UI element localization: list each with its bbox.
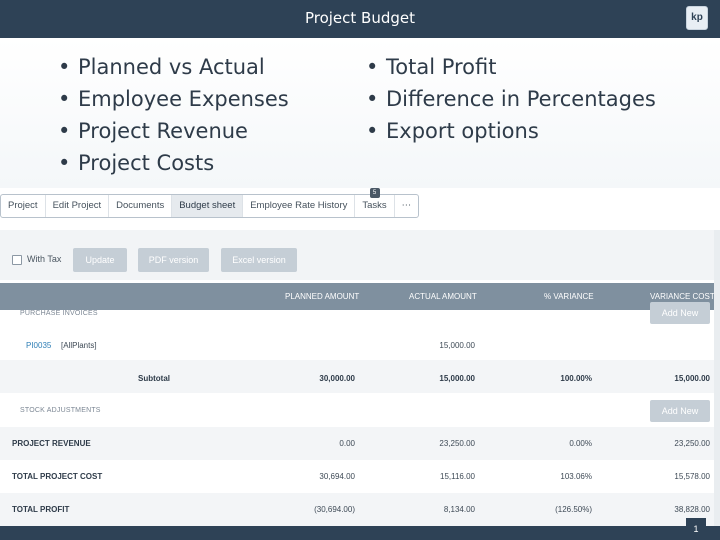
- planned-amount: 0.00: [339, 439, 355, 448]
- row-label: TOTAL PROJECT COST: [12, 472, 103, 481]
- variance-cost: 38,828.00: [674, 505, 710, 514]
- variance-percent: (126.50%): [555, 505, 592, 514]
- variance-percent: 100.00%: [560, 374, 592, 383]
- tab-documents[interactable]: Documents: [109, 195, 173, 217]
- total-project-cost-row: TOTAL PROJECT COST 30,694.00 15,116.00 1…: [0, 460, 720, 493]
- supplier-name: [AllPlants]: [61, 341, 97, 350]
- col-planned-amount: PLANNED AMOUNT: [285, 292, 360, 301]
- variance-cost: 15,000.00: [674, 374, 710, 383]
- invoice-link[interactable]: PI0035: [26, 341, 52, 350]
- table-row: PI0035 [AllPlants] 15,000.00: [0, 330, 720, 360]
- col-variance-cost: VARIANCE COST: [650, 292, 715, 301]
- tab-tasks[interactable]: 5 Tasks: [355, 188, 395, 217]
- row-label: PROJECT REVENUE: [12, 439, 91, 448]
- tab-employee-rate-history[interactable]: Employee Rate History: [243, 195, 356, 217]
- update-button[interactable]: Update: [73, 248, 127, 272]
- project-tabs: Project Edit Project Documents Budget sh…: [0, 188, 420, 218]
- section-stock-adjustments: STOCK ADJUSTMENTS Add New: [0, 393, 720, 427]
- pdf-version-button[interactable]: PDF version: [138, 248, 209, 272]
- col-actual-amount: ACTUAL AMOUNT: [409, 292, 477, 301]
- planned-amount: 30,000.00: [319, 374, 355, 383]
- bottom-bar: [0, 526, 720, 540]
- company-logo: kp: [686, 6, 708, 30]
- subtotal-row: Subtotal 30,000.00 15,000.00 100.00% 15,…: [0, 360, 720, 393]
- planned-amount: 30,694.00: [319, 472, 355, 481]
- subtotal-label: Subtotal: [138, 374, 170, 383]
- bullet-item: Export options: [366, 116, 656, 148]
- variance-percent: 0.00%: [569, 439, 592, 448]
- add-stock-adjustment-button[interactable]: Add New: [650, 400, 710, 422]
- tab-project[interactable]: Project: [1, 195, 46, 217]
- planned-amount: (30,694.00): [314, 505, 355, 514]
- with-tax-label: With Tax: [27, 254, 62, 264]
- row-label: TOTAL PROFIT: [12, 505, 70, 514]
- section-purchase-invoices: PURCHASE INVOICES Add New: [0, 302, 720, 330]
- variance-cost: 23,250.00: [674, 439, 710, 448]
- project-revenue-row: PROJECT REVENUE 0.00 23,250.00 0.00% 23,…: [0, 427, 720, 460]
- budget-controls: With Tax Update PDF version Excel versio…: [0, 230, 720, 280]
- tab-edit-project[interactable]: Edit Project: [46, 195, 110, 217]
- variance-cost: 15,578.00: [674, 472, 710, 481]
- bullet-item: Total Profit: [366, 52, 656, 84]
- actual-amount: 8,134.00: [443, 505, 475, 514]
- variance-percent: 103.06%: [560, 472, 592, 481]
- bullet-section: Planned vs Actual Employee Expenses Proj…: [0, 38, 720, 188]
- tab-budget-sheet[interactable]: Budget sheet: [172, 195, 244, 217]
- bullet-list-left: Planned vs Actual Employee Expenses Proj…: [58, 52, 289, 180]
- table-header: PLANNED AMOUNT ACTUAL AMOUNT % VARIANCE …: [0, 283, 720, 310]
- total-profit-row: TOTAL PROFIT (30,694.00) 8,134.00 (126.5…: [0, 493, 720, 526]
- more-tabs-icon[interactable]: ⋯: [401, 200, 412, 211]
- slide-title: Project Budget: [304, 9, 416, 27]
- bullet-item: Planned vs Actual: [58, 52, 289, 84]
- col-variance-percent: % VARIANCE: [544, 292, 594, 301]
- excel-version-button[interactable]: Excel version: [221, 248, 297, 272]
- section-label: STOCK ADJUSTMENTS: [20, 407, 101, 414]
- bullet-item: Employee Expenses: [58, 84, 289, 116]
- tasks-count-badge: 5: [369, 188, 380, 198]
- actual-amount: 15,000.00: [439, 374, 475, 383]
- bullet-item: Project Costs: [58, 148, 289, 180]
- actual-amount: 15,000.00: [439, 341, 475, 350]
- actual-amount: 23,250.00: [439, 439, 475, 448]
- section-label: PURCHASE INVOICES: [20, 310, 98, 317]
- bullet-list-right: Total Profit Difference in Percentages E…: [366, 52, 656, 148]
- tab-tasks-label: Tasks: [362, 200, 387, 211]
- bullet-item: Difference in Percentages: [366, 84, 656, 116]
- with-tax-checkbox[interactable]: [12, 255, 22, 265]
- bullet-item: Project Revenue: [58, 116, 289, 148]
- actual-amount: 15,116.00: [440, 472, 475, 481]
- page-number: 1: [686, 518, 706, 540]
- vertical-scrollbar[interactable]: [714, 230, 720, 526]
- add-purchase-invoice-button[interactable]: Add New: [650, 302, 710, 324]
- title-bar: Project Budget kp: [0, 0, 720, 38]
